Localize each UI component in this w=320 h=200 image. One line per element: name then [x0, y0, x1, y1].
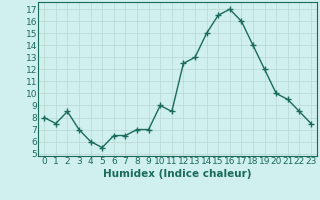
X-axis label: Humidex (Indice chaleur): Humidex (Indice chaleur) [103, 169, 252, 179]
